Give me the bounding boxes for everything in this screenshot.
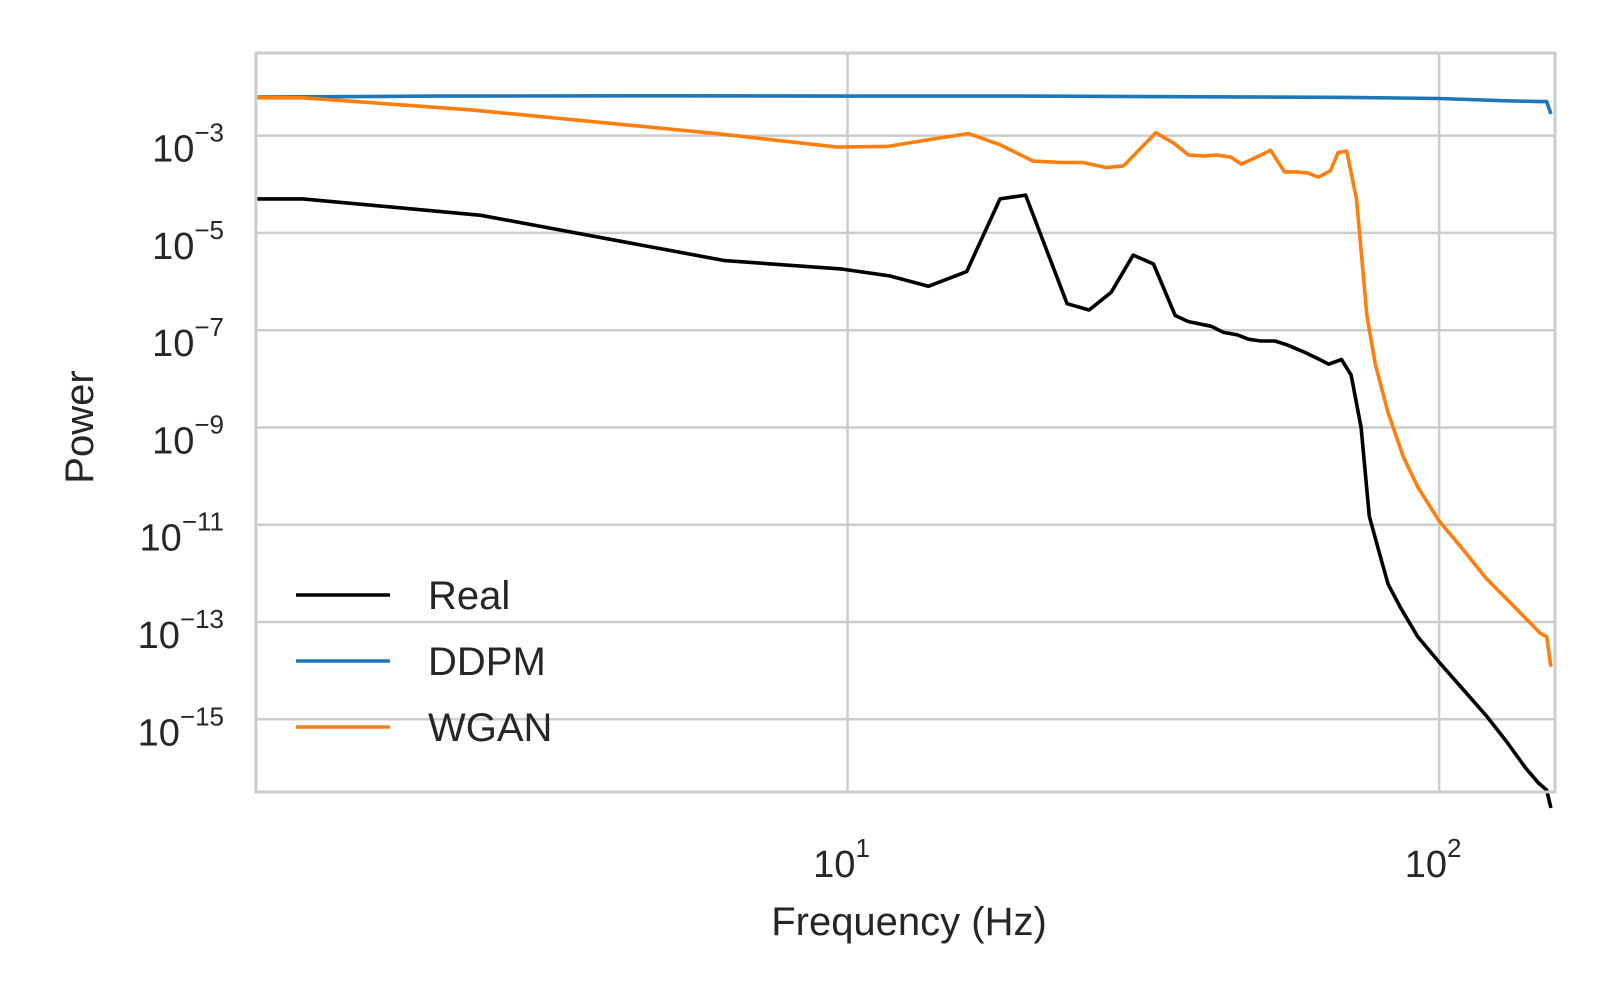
legend-label-ddpm: DDPM [428, 640, 546, 684]
legend-label-real: Real [428, 574, 510, 618]
x-tick-label-0: 101 [813, 833, 870, 886]
legend-label-wgan: WGAN [428, 706, 552, 750]
plot-frame [254, 51, 1557, 794]
y-tick-label-5: 10−13 [138, 604, 224, 657]
y-tick-label-2: 10−7 [152, 312, 224, 365]
x-tick-label-1: 102 [1405, 833, 1462, 886]
x-axis-label: Frequency (Hz) [771, 900, 1047, 944]
legend: Real DDPM WGAN [296, 574, 552, 750]
series-line-ddpm [255, 94, 1553, 115]
y-tick-label-4: 10−11 [140, 507, 224, 560]
y-axis-label: Power [58, 370, 102, 483]
series-line-real [256, 193, 1553, 809]
y-tick-label-0: 10−3 [152, 118, 224, 171]
y-tick-label-3: 10−9 [152, 409, 224, 462]
tick-layer: 101 102 10−3 10−5 10−7 10−9 10−11 10−13 10−15 [138, 118, 1462, 886]
frame-layer [254, 51, 1557, 794]
grid-layer [256, 53, 1555, 792]
series-line-wgan [256, 96, 1553, 668]
series-layer [255, 94, 1553, 809]
y-tick-label-6: 10−15 [138, 701, 224, 754]
y-tick-label-1: 10−5 [152, 215, 224, 268]
